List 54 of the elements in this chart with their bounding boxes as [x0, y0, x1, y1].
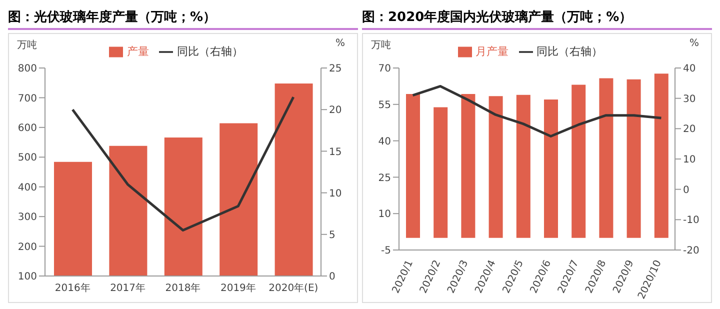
y2-tick-label: 10	[329, 188, 342, 200]
chart-title: 图：2020年度国内光伏玻璃产量（万吨；%）	[362, 8, 712, 30]
x-tick-label: 2016年	[54, 282, 90, 294]
y2-tick-label: 0	[683, 184, 690, 196]
y2-tick-label: 40	[683, 64, 696, 75]
x-tick-label: 2017年	[110, 282, 146, 294]
bar	[599, 78, 614, 238]
y-tick-label: 500	[18, 152, 37, 164]
y2-tick-label: -10	[683, 215, 700, 226]
bar	[488, 96, 503, 238]
y-tick-label: 300	[18, 212, 37, 224]
y2-tick-label: -20	[683, 246, 700, 257]
legend-label: 产量	[127, 45, 149, 58]
y-tick-label: 70	[378, 64, 391, 75]
y-tick-label: 600	[18, 122, 37, 134]
bar	[406, 94, 420, 238]
y2-tick-label: 20	[329, 105, 342, 116]
bar	[544, 100, 558, 238]
legend-label: 同比（右轴）	[536, 45, 602, 58]
line-series	[71, 96, 295, 232]
y-tick-label: 400	[18, 182, 37, 194]
y2-tick-label: 25	[329, 64, 342, 75]
y2-tick-label: 20	[683, 124, 696, 136]
y-tick-label: 200	[18, 242, 37, 253]
bar	[434, 107, 448, 238]
y2-tick-label: 5	[329, 230, 336, 241]
y2-tick-label: 30	[683, 94, 696, 105]
y2-tick-label: 15	[329, 146, 342, 158]
y-tick-label: -5	[381, 246, 391, 257]
legend-label: 同比（右轴）	[177, 45, 243, 58]
y-tick-label: 25	[378, 172, 391, 184]
x-tick-label: 2018年	[165, 282, 201, 294]
y-axis-title: 万吨	[17, 38, 37, 52]
bar	[654, 74, 668, 238]
bar	[461, 94, 476, 238]
y-tick-label: 55	[378, 100, 391, 111]
y2-axis-title: %	[335, 38, 345, 49]
y2-axis-title: %	[689, 38, 699, 49]
bar	[516, 94, 530, 238]
y-tick-label: 700	[18, 93, 37, 104]
legend-label: 月产量	[476, 45, 508, 58]
y-axis-title: 万吨	[371, 38, 391, 52]
y2-tick-label: 10	[683, 154, 696, 166]
bar	[572, 84, 586, 238]
y-tick-label: 800	[18, 64, 37, 75]
y-tick-label: 100	[18, 272, 37, 283]
chart-title: 图：光伏玻璃年度产量（万吨；%）	[8, 8, 358, 30]
y-tick-label: 40	[378, 136, 391, 148]
bar	[626, 79, 641, 238]
x-tick-label: 2019年	[220, 282, 256, 294]
line-series	[412, 84, 662, 138]
y-tick-label: 10	[378, 209, 391, 220]
x-tick-label: 2020年(E)	[268, 282, 318, 294]
y2-tick-label: 0	[329, 272, 336, 283]
